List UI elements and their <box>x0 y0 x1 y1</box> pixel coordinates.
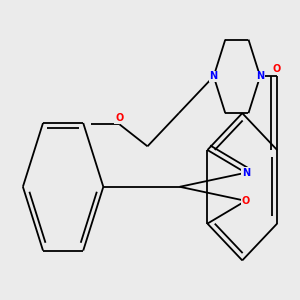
Text: N: N <box>242 168 250 178</box>
Text: O: O <box>115 113 124 123</box>
Text: N: N <box>256 71 264 81</box>
Text: N: N <box>210 71 218 81</box>
Text: O: O <box>242 196 250 206</box>
Text: O: O <box>273 64 281 74</box>
